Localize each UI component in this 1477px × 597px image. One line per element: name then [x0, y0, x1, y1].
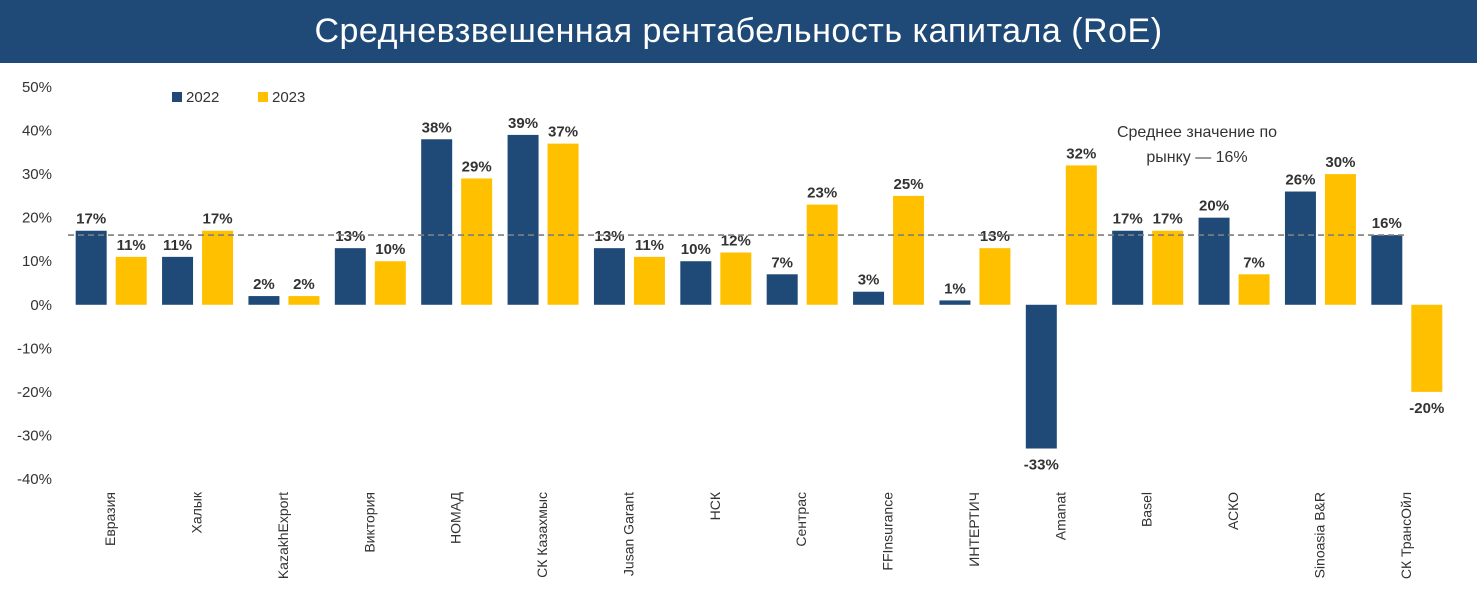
- data-label: -33%: [1024, 457, 1059, 474]
- category-label: АСКО: [1225, 492, 1241, 530]
- data-label: 17%: [203, 211, 233, 228]
- data-label: 16%: [1372, 215, 1402, 232]
- data-label: -20%: [1409, 400, 1444, 417]
- data-label: 2%: [253, 276, 275, 293]
- category-label: Basel: [1139, 492, 1155, 527]
- bar-2023: [547, 143, 579, 305]
- chart-title: Средневзвешенная рентабельность капитала…: [314, 12, 1163, 50]
- category-label: Sinoasia B&R: [1311, 492, 1327, 578]
- y-tick-label: 50%: [22, 79, 52, 96]
- bar-2022: [1025, 304, 1057, 449]
- bar-2023: [720, 252, 752, 305]
- bar-2022: [853, 291, 885, 305]
- category-label: НОМАД: [448, 491, 464, 543]
- legend-label-2023: 2023: [272, 89, 305, 106]
- category-label: СК Казахмыс: [534, 492, 550, 578]
- bar-2022: [1284, 191, 1316, 305]
- legend-swatch-2023: [258, 92, 268, 102]
- bar-2022: [680, 261, 712, 305]
- bar-2022: [248, 296, 280, 305]
- bar-2023: [374, 261, 406, 305]
- data-label: 38%: [422, 119, 452, 136]
- data-label: 10%: [375, 241, 405, 258]
- category-label: Виктория: [361, 492, 377, 553]
- bar-2022: [162, 256, 194, 305]
- bar-2023: [633, 256, 665, 305]
- bar-2023: [893, 195, 925, 305]
- category-label: Сентрас: [793, 492, 809, 547]
- legend-label-2022: 2022: [186, 89, 219, 106]
- data-label: 12%: [721, 233, 751, 250]
- bar-2022: [593, 248, 625, 305]
- data-label: 13%: [980, 228, 1010, 245]
- category-label: KazakhExport: [275, 492, 291, 579]
- data-label: 17%: [1113, 211, 1143, 228]
- y-tick-label: -10%: [17, 340, 52, 357]
- average-annotation: Среднее значение по: [1117, 124, 1277, 141]
- bar-2022: [75, 230, 107, 305]
- bar-2022: [334, 248, 366, 305]
- bar-2023: [1152, 230, 1184, 305]
- data-label: 13%: [594, 228, 624, 245]
- y-tick-label: 0%: [30, 297, 52, 314]
- bar-2022: [1198, 217, 1230, 305]
- data-label: 32%: [1066, 145, 1096, 162]
- bar-2023: [202, 230, 234, 305]
- data-label: 37%: [548, 124, 578, 141]
- data-label: 26%: [1285, 172, 1315, 189]
- data-label: 11%: [117, 237, 146, 254]
- bar-2023: [1411, 304, 1443, 392]
- data-label: 1%: [944, 280, 966, 297]
- y-tick-label: -30%: [17, 427, 52, 444]
- data-label: 10%: [681, 241, 711, 258]
- category-label: Amanat: [1052, 492, 1068, 540]
- data-label: 13%: [335, 228, 365, 245]
- data-label: 3%: [858, 272, 880, 289]
- data-label: 29%: [462, 158, 492, 175]
- bar-2023: [1324, 174, 1356, 305]
- data-label: 17%: [1153, 211, 1183, 228]
- data-label: 11%: [163, 237, 192, 254]
- bar-2022: [421, 139, 453, 305]
- category-label: Халык: [189, 491, 205, 533]
- y-tick-label: 30%: [22, 166, 52, 183]
- category-label: Евразия: [102, 492, 118, 546]
- category-label: Jusan Garant: [620, 492, 636, 576]
- bar-2023: [288, 296, 320, 305]
- bar-2023: [1238, 274, 1270, 305]
- y-tick-label: 40%: [22, 123, 52, 140]
- data-label: 39%: [508, 115, 538, 132]
- bar-2023: [979, 248, 1011, 305]
- data-label: 7%: [771, 254, 793, 271]
- data-label: 7%: [1243, 254, 1265, 271]
- category-label: ИНТЕРТИЧ: [966, 492, 982, 567]
- y-tick-label: -40%: [17, 471, 52, 488]
- bar-2022: [507, 134, 539, 305]
- data-label: 17%: [76, 211, 106, 228]
- data-label: 20%: [1199, 198, 1229, 215]
- data-label: 25%: [894, 176, 924, 193]
- category-label: НСК: [707, 491, 723, 520]
- bar-2022: [1112, 230, 1144, 305]
- y-tick-label: 20%: [22, 210, 52, 227]
- bar-2022: [939, 300, 971, 305]
- data-label: 23%: [807, 185, 837, 202]
- bar-2023: [806, 204, 838, 305]
- average-annotation: рынку — 16%: [1146, 149, 1247, 166]
- bar-2023: [461, 178, 493, 305]
- legend-swatch-2022: [172, 92, 182, 102]
- bar-2023: [115, 256, 147, 305]
- data-label: 11%: [635, 237, 664, 254]
- data-label: 30%: [1325, 154, 1355, 171]
- category-label: FFInsurance: [880, 492, 896, 571]
- y-tick-label: 10%: [22, 253, 52, 270]
- data-label: 2%: [293, 276, 315, 293]
- bar-2022: [1371, 235, 1403, 305]
- title-bar: Средневзвешенная рентабельность капитала…: [0, 0, 1477, 63]
- y-tick-label: -20%: [17, 384, 52, 401]
- bar-2022: [766, 274, 798, 305]
- category-label: СК ТрансОйл: [1398, 492, 1414, 579]
